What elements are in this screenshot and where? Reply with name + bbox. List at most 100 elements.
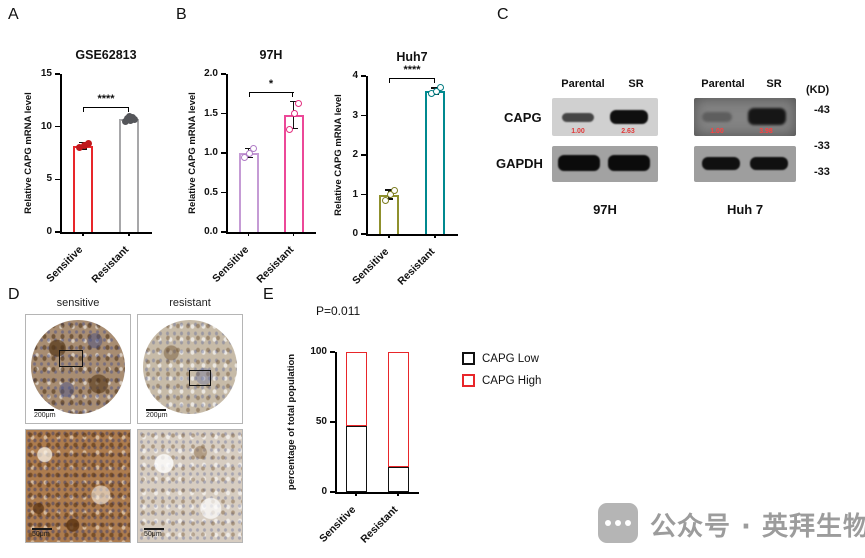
scale-bar-line [32, 528, 52, 530]
capg-quant-sr-huh7: 3.98 [759, 128, 773, 135]
mw-marker-43: -43 [814, 104, 830, 116]
zoom-region-marker [189, 370, 211, 386]
capg-row-label: CAPG [504, 110, 542, 125]
y-tick-label: 0 [46, 226, 52, 237]
ihc-zoom-resistant: 50μm [137, 429, 243, 543]
gapdh-blot-huh7 [694, 146, 796, 182]
bar [283, 115, 304, 232]
ihc-core-sensitive: 200μm [25, 314, 131, 424]
y-tick-mark [221, 231, 226, 233]
data-point [381, 196, 389, 204]
ihc-label-sensitive: sensitive [56, 297, 100, 309]
data-point [250, 144, 257, 152]
x-tick-mark [388, 234, 390, 238]
error-cap [244, 156, 253, 159]
y-tick-label: 1 [352, 188, 358, 200]
capg-quant-parental-97h: 1.00 [571, 128, 585, 135]
capg-blot-97h: 1.00 2.63 [552, 98, 658, 136]
y-tick-mark [221, 191, 226, 194]
y-tick-mark [221, 73, 226, 75]
y-axis [335, 352, 337, 492]
panel-label-b: B [176, 6, 187, 23]
cell-line-label-huh7: Huh 7 [726, 202, 764, 217]
x-tick-mark [397, 492, 399, 496]
x-axis [226, 232, 316, 234]
ihc-core-resistant: 200μm [137, 314, 243, 424]
significance-stars: * [268, 77, 274, 90]
x-tick-mark [292, 232, 295, 236]
panel-label-c: C [497, 6, 509, 23]
icon-dot [615, 520, 621, 526]
data-point [295, 99, 302, 107]
y-tick-mark [55, 125, 60, 128]
y-tick-mark [361, 233, 366, 235]
y-tick-label: 5 [46, 173, 52, 185]
zoom-region-marker [59, 350, 83, 367]
gapdh-band-sr-huh7 [750, 157, 788, 170]
bar-segment-capg-low [345, 426, 367, 492]
y-tick-label: 50 [315, 416, 327, 427]
scale-bar-label: 200μm [34, 412, 56, 419]
y-axis-label: Relative CAPG mRNA level [23, 92, 34, 214]
error-cap [244, 147, 253, 149]
y-tick-mark [361, 75, 366, 77]
bar [425, 91, 445, 234]
ihc-zoom-sensitive: 50μm [25, 429, 131, 543]
significance-line [248, 91, 294, 93]
scale-bar-line [144, 528, 164, 530]
x-axis [335, 492, 419, 494]
scale-bar-top-left: 200μm [34, 409, 56, 419]
y-tick-mark [55, 73, 60, 75]
capg-high-label: CAPG High [482, 374, 542, 387]
gapdh-band-sr-97h [608, 155, 650, 171]
bar-segment-capg-low [387, 466, 409, 492]
error-cap [289, 127, 298, 130]
y-tick-label: 0 [352, 228, 358, 239]
x-axis [366, 234, 458, 236]
y-tick-label: 15 [40, 68, 52, 79]
panel-label-e: E [263, 286, 274, 303]
y-tick-label: 0.0 [204, 226, 218, 237]
wechat-official-account-icon [598, 503, 638, 543]
capg-low-label: CAPG Low [482, 352, 539, 365]
y-tick-label: 100 [310, 346, 327, 357]
chart-capg-population: percentage of total population 0 50 100 Sens… [283, 322, 455, 546]
y-axis [366, 76, 368, 234]
y-tick-mark [361, 154, 366, 156]
capg-quant-sr-97h: 2.63 [621, 128, 635, 135]
chart-title: Huh7 [396, 50, 428, 64]
error-cap [385, 198, 393, 200]
lane-label-sr-huh7: SR [766, 78, 782, 90]
data-point [246, 149, 253, 157]
capg-high-swatch [462, 374, 475, 387]
p-value-annotation: P=0.011 [316, 304, 361, 318]
mw-marker-33a: -33 [814, 140, 830, 152]
y-tick-mark [221, 152, 226, 154]
lane-label-parental-huh7: Parental [701, 78, 745, 90]
x-tick-mark [355, 492, 357, 496]
significance-tick [433, 77, 435, 83]
chart-97h: 97H Relative CAPG mRNA level 0.0 0.5 1.0 1.5 2… [184, 40, 328, 290]
data-point [84, 140, 92, 148]
significance-line [83, 106, 129, 108]
y-tick-mark [221, 112, 226, 115]
chart-title: 97H [259, 48, 283, 62]
significance-tick [389, 77, 391, 83]
gapdh-row-label: GAPDH [496, 156, 543, 171]
watermark-text: 公众号 · 英拜生物 [650, 512, 865, 542]
scale-bar-line [146, 409, 166, 411]
significance-tick [127, 106, 129, 112]
y-tick-label: 10 [40, 120, 52, 132]
y-axis [226, 74, 228, 232]
scale-bar-label: 50μm [144, 531, 162, 538]
y-tick-mark [55, 178, 60, 181]
mw-marker-33b: -33 [814, 166, 830, 178]
icon-dot [625, 520, 631, 526]
bar [238, 153, 259, 232]
tissue-core-image-resistant [143, 320, 237, 414]
scale-bar-top-right: 200μm [146, 409, 168, 419]
capg-band-parental-huh7 [702, 112, 732, 122]
scale-bar-bottom-left: 50μm [32, 528, 52, 538]
significance-tick [292, 91, 294, 97]
